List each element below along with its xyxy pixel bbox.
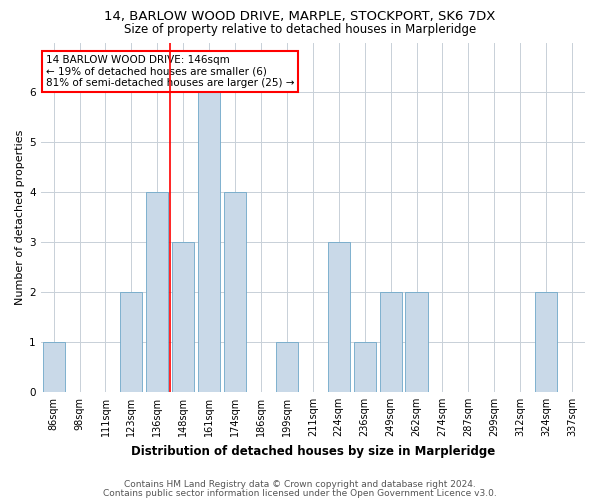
Bar xyxy=(224,192,246,392)
Bar xyxy=(198,92,220,392)
X-axis label: Distribution of detached houses by size in Marpleridge: Distribution of detached houses by size … xyxy=(131,444,495,458)
Text: Contains public sector information licensed under the Open Government Licence v3: Contains public sector information licen… xyxy=(103,488,497,498)
Bar xyxy=(406,292,428,392)
Bar xyxy=(380,292,401,392)
Bar xyxy=(328,242,350,392)
Bar xyxy=(353,342,376,392)
Text: Contains HM Land Registry data © Crown copyright and database right 2024.: Contains HM Land Registry data © Crown c… xyxy=(124,480,476,489)
Bar xyxy=(276,342,298,392)
Text: 14 BARLOW WOOD DRIVE: 146sqm
← 19% of detached houses are smaller (6)
81% of sem: 14 BARLOW WOOD DRIVE: 146sqm ← 19% of de… xyxy=(46,54,295,88)
Bar xyxy=(43,342,65,392)
Bar xyxy=(172,242,194,392)
Bar xyxy=(146,192,169,392)
Text: Size of property relative to detached houses in Marpleridge: Size of property relative to detached ho… xyxy=(124,22,476,36)
Y-axis label: Number of detached properties: Number of detached properties xyxy=(15,130,25,305)
Bar xyxy=(121,292,142,392)
Bar xyxy=(535,292,557,392)
Text: 14, BARLOW WOOD DRIVE, MARPLE, STOCKPORT, SK6 7DX: 14, BARLOW WOOD DRIVE, MARPLE, STOCKPORT… xyxy=(104,10,496,23)
